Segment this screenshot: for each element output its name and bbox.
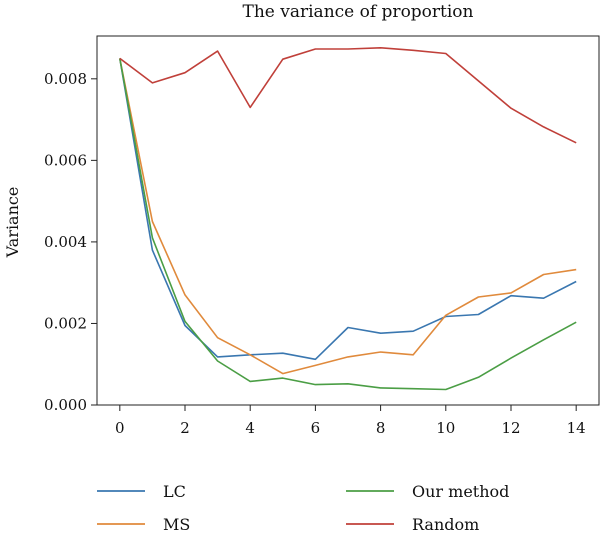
x-tick-label: 8 [376, 419, 386, 437]
y-tick-label: 0.002 [44, 314, 87, 332]
x-tick-label: 6 [311, 419, 321, 437]
legend-label: Our method [412, 482, 509, 501]
y-tick-label: 0.006 [44, 151, 87, 169]
series-lines [119, 46, 577, 391]
x-tick-label: 0 [115, 419, 125, 437]
legend-label: Random [412, 515, 479, 534]
legend-label: LC [163, 482, 186, 501]
plot-frame [96, 35, 600, 406]
x-tick-label: 12 [501, 419, 520, 437]
y-tick-label: 0.004 [44, 233, 87, 251]
series-line-our-method [119, 58, 577, 391]
legend-label: MS [163, 515, 190, 534]
series-line-ms [119, 58, 577, 375]
series-line-lc [119, 58, 577, 361]
x-tick-label: 14 [567, 419, 586, 437]
chart-title: The variance of proportion [243, 2, 474, 22]
x-tick-label: 10 [436, 419, 455, 437]
legend: LC Our method MS Random [97, 482, 509, 534]
y-tick-label: 0.008 [44, 70, 87, 88]
series-line-random [119, 46, 577, 144]
y-tick-label: 0.000 [44, 396, 87, 414]
axis-ticks: 0 2 4 6 8 10 12 14 0.000 0.002 0.004 0.006 0.008 [44, 70, 586, 437]
x-tick-label: 2 [180, 419, 190, 437]
x-tick-label: 4 [245, 419, 255, 437]
y-axis-label: Variance [3, 187, 22, 259]
